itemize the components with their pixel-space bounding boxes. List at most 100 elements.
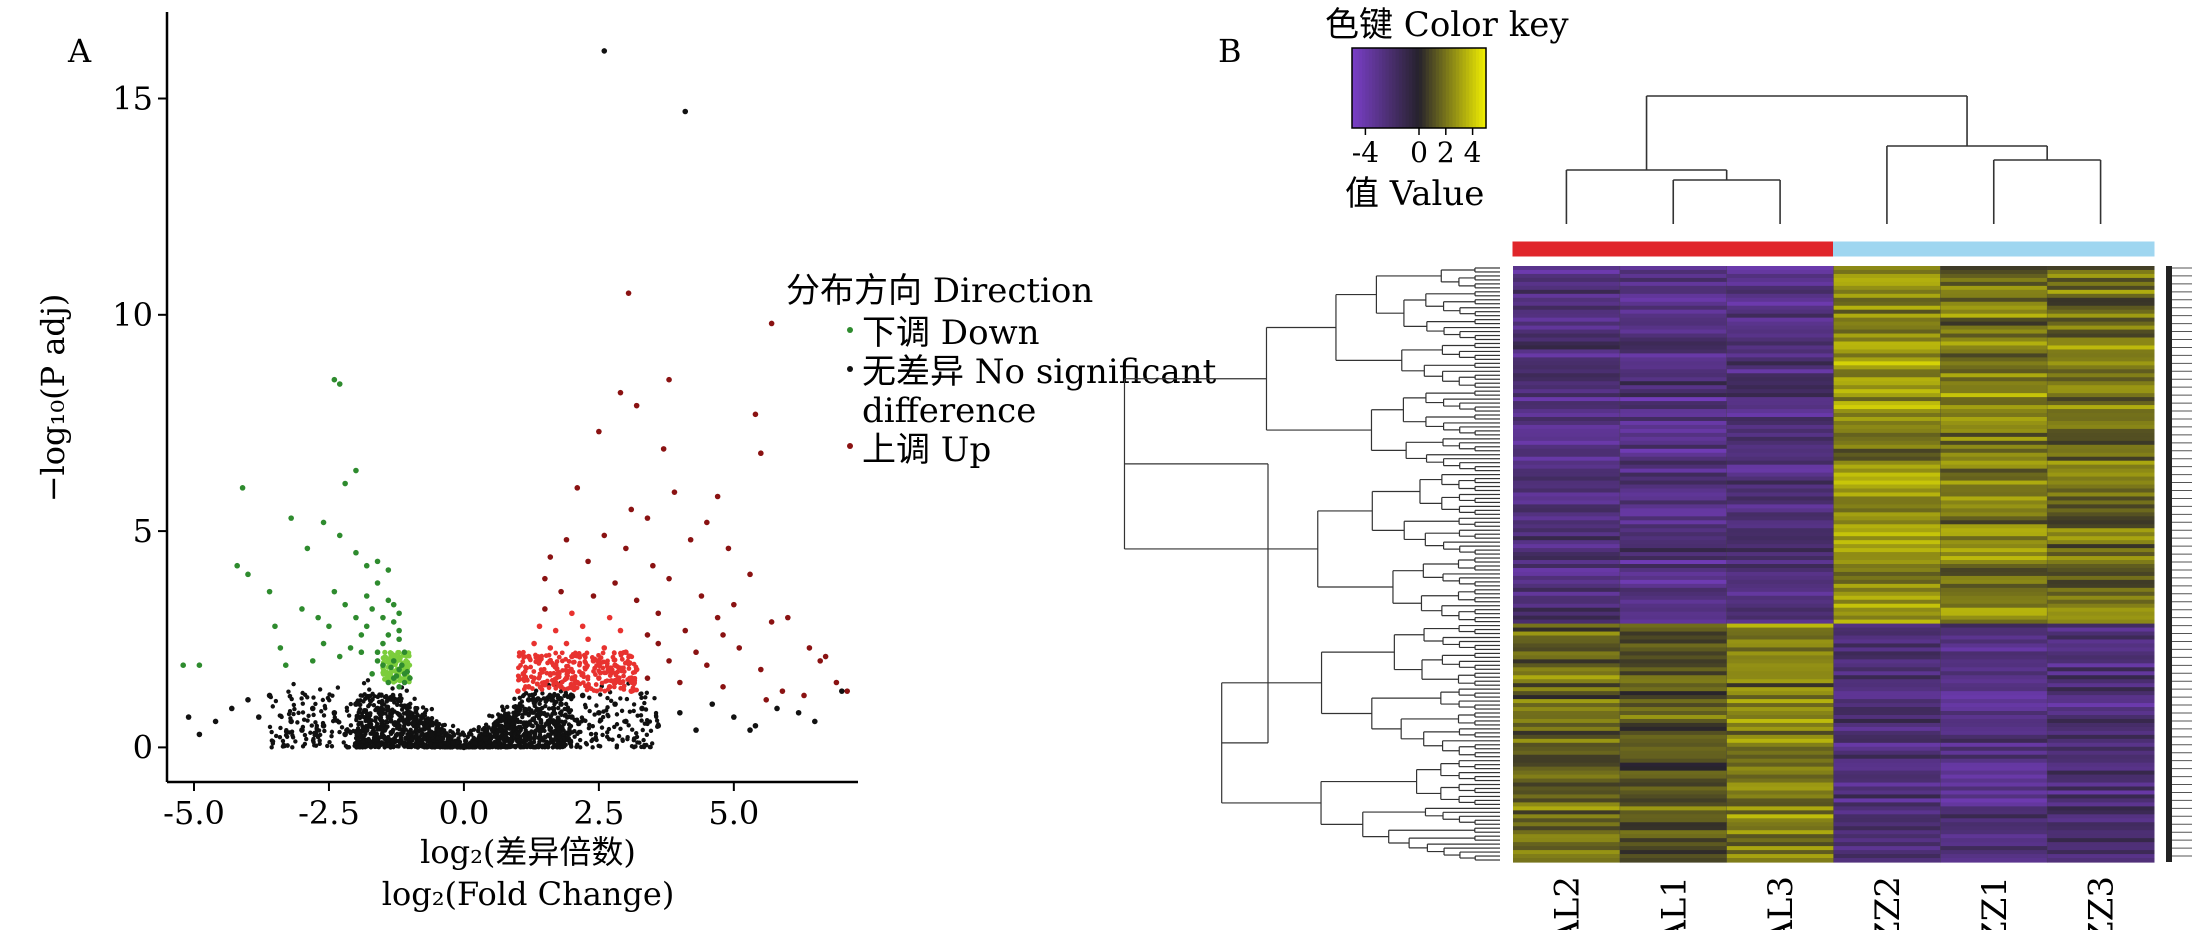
heatmap-cell [1833, 476, 1941, 482]
heatmap-cell [1726, 611, 1834, 617]
point-ns [305, 718, 310, 723]
point-ns [693, 727, 699, 733]
heatmap-cell [1940, 333, 2048, 339]
point-ns [382, 735, 387, 741]
point-up [569, 653, 575, 660]
point-up [577, 662, 582, 668]
y-tick-label: 0 [133, 728, 153, 766]
heatmap-cell [1940, 528, 2048, 533]
heatmap-cell [1940, 858, 2048, 863]
heatmap-cell [1513, 623, 1621, 629]
point-ns [579, 692, 586, 699]
heatmap-cell [2047, 325, 2155, 331]
legend-marker-ns [847, 366, 853, 372]
heatmap-cell [1726, 448, 1834, 454]
heatmap-cell [1619, 718, 1728, 724]
heatmap-cell [1940, 436, 2048, 442]
heatmap-cell [1726, 738, 1834, 744]
point-ns [504, 722, 510, 729]
color-key-swatch [1445, 48, 1450, 128]
heatmap-cell [2047, 397, 2155, 402]
heatmap-cell [1726, 361, 1834, 366]
heatmap-cell [1940, 707, 2048, 712]
heatmap-cell [1833, 413, 1941, 418]
heatmap-cell [1833, 500, 1941, 505]
point-ns [388, 730, 394, 735]
heatmap-cell [1833, 329, 1941, 335]
heatmap-cell [1513, 627, 1621, 633]
heatmap-cell [1726, 273, 1834, 279]
point-ns [512, 731, 518, 736]
point-ns [404, 688, 409, 693]
point-ns [599, 725, 605, 730]
point-down [282, 662, 289, 669]
heatmap-cell [1940, 281, 2048, 287]
heatmap-cell [1513, 579, 1621, 585]
heatmap-cell [1513, 436, 1621, 442]
point-down [347, 645, 354, 651]
point-ns [631, 702, 637, 707]
point-ns [212, 718, 219, 725]
heatmap-cell [1726, 305, 1834, 311]
heatmap-cell [1619, 428, 1728, 434]
heatmap-cell [1833, 488, 1941, 494]
point-down [369, 606, 375, 612]
heatmap-cell [1513, 587, 1621, 593]
point-down [380, 640, 386, 647]
point-ns [311, 736, 316, 742]
heatmap-cell [1726, 389, 1834, 394]
point-ns [394, 739, 399, 744]
heatmap-cell [1833, 456, 1941, 462]
heatmap-cell [1940, 297, 2048, 303]
heatmap-cell [2047, 774, 2155, 780]
heatmap-cell [2047, 858, 2155, 863]
color-key-swatch [1465, 48, 1470, 128]
heatmap-cell [1513, 349, 1621, 355]
heatmap-cell [1726, 762, 1834, 768]
heatmap-cell [1513, 365, 1621, 370]
point-up [597, 663, 603, 669]
point-ns [597, 744, 603, 749]
point-ns [467, 731, 472, 736]
heatmap-cell [1619, 373, 1728, 378]
heatmap-cell [1833, 659, 1941, 664]
heatmap-cell [2047, 762, 2155, 768]
point-ns [552, 742, 557, 747]
heatmap-cell [1833, 393, 1941, 398]
heatmap-cell [2047, 552, 2155, 557]
point-down [396, 610, 402, 617]
heatmap-cell [1940, 703, 2048, 708]
point-ns [407, 709, 413, 716]
heatmap-cell [1833, 333, 1941, 339]
heatmap-cell [1940, 381, 2048, 386]
point-ns [418, 720, 423, 726]
point-ns [302, 741, 308, 747]
heatmap-cell [1619, 472, 1728, 478]
heatmap-cell [1513, 464, 1621, 470]
heatmap-cell [1726, 734, 1834, 740]
heatmap-cell [1726, 802, 1834, 807]
point-ns [358, 693, 363, 698]
heatmap-cell [1726, 508, 1834, 513]
heatmap-cell [2047, 742, 2155, 748]
color-key-swatch [1398, 48, 1403, 128]
heatmap-cell [1619, 766, 1728, 772]
legend-item-up: 上调 Up [862, 430, 991, 470]
point-ns [269, 729, 274, 735]
point-ns [508, 726, 514, 731]
heatmap-cell [1940, 770, 2048, 776]
point-ns [527, 719, 533, 724]
point-ns [568, 694, 574, 700]
heatmap-cell [1726, 277, 1834, 283]
heatmap-cell [1940, 790, 2048, 796]
heatmap-cell [1940, 734, 2048, 740]
heatmap-cell [1833, 357, 1941, 362]
heatmap-cell [1726, 317, 1834, 323]
heatmap-cell [1726, 822, 1834, 827]
heatmap-cell [1513, 528, 1621, 533]
heatmap-cell [2047, 599, 2155, 605]
heatmap-cell [1513, 603, 1621, 609]
point-down [363, 623, 370, 630]
heatmap-cell [1619, 707, 1728, 712]
heatmap-cell [1619, 440, 1728, 446]
